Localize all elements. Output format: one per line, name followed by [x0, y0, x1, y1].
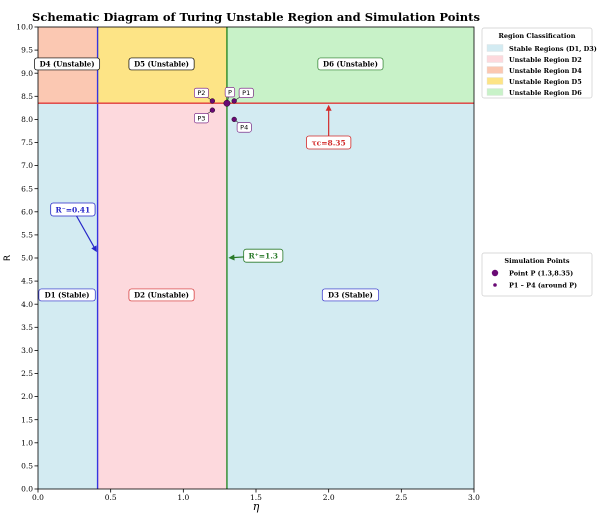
region-label: D1 (Stable)	[45, 291, 90, 300]
legend-entry-label: Unstable Region D5	[509, 78, 582, 86]
legends: Region Classification Stable Regions (D1,…	[481, 27, 597, 297]
y-tick-label: 4.0	[21, 300, 33, 309]
y-tick-label: 6.5	[21, 184, 33, 193]
annotation-label: R⁻=0.41	[56, 205, 91, 214]
y-axis-label: R	[3, 255, 13, 261]
x-tick-label: 1.5	[250, 493, 262, 502]
region-label: D6 (Unstable)	[323, 60, 378, 69]
legend-entry-label: Stable Regions (D1, D3)	[509, 45, 597, 53]
point-label-box	[194, 113, 209, 124]
point-label: P1	[242, 89, 250, 97]
y-tick-label: 6.0	[21, 207, 33, 216]
region-label-box	[128, 57, 195, 71]
y-tick-label: 9.0	[21, 69, 33, 78]
region-label: D3 (Stable)	[328, 291, 373, 300]
y-tick-label: 7.5	[21, 138, 33, 147]
point-label: P2	[197, 89, 205, 97]
region-label-box	[317, 57, 384, 71]
point-label-box	[194, 87, 209, 98]
y-tick-label: 8.0	[21, 115, 33, 124]
threshold-annotations: R⁻=0.41 R⁺=1.3 τc=8.35	[50, 104, 352, 263]
point-p2	[209, 98, 216, 104]
x-tick-label: 3.0	[468, 493, 480, 502]
annotation-box	[306, 135, 352, 150]
legend-regions-title: Region Classification	[499, 32, 576, 40]
annotation-arrowhead	[325, 104, 332, 111]
y-axis: 0.0 0.5 1.0 1.5 2.0 2.5 3.0 3.5 4.0 4.5 5.0 5.5 6.0 6…	[16, 23, 38, 494]
y-tick-label: 2.0	[21, 392, 33, 401]
region-labels: D1 (Stable) D2 (Unstable) D3 (Stable) D4 (U…	[34, 57, 384, 302]
x-axis-label: η	[253, 500, 260, 513]
legend-marker	[491, 269, 499, 277]
x-tick-label: 2.0	[323, 493, 335, 502]
y-tick-label: 5.5	[21, 231, 33, 240]
y-tick-label: 3.5	[21, 323, 33, 332]
legend-entry-label: Point P (1.3,8.35)	[509, 270, 573, 278]
legend-marker	[493, 283, 497, 287]
y-tick-label: 1.5	[21, 415, 33, 424]
x-tick-label: 1.0	[177, 493, 189, 502]
x-tick-label: 2.5	[395, 493, 407, 502]
region-label-box	[38, 288, 96, 302]
annotation-arrow	[76, 215, 96, 249]
y-tick-label: 5.0	[21, 254, 33, 263]
annotation-arrowhead	[228, 254, 235, 261]
point-p1	[231, 98, 237, 104]
y-tick-label: 9.5	[21, 46, 33, 55]
legend-swatch	[486, 44, 504, 52]
annotation-box	[243, 248, 284, 263]
legend-swatch	[486, 77, 504, 85]
y-tick-label: 4.5	[21, 277, 33, 286]
region-label-box	[128, 288, 195, 302]
y-tick-label: 0.5	[21, 462, 33, 471]
region-label: D4 (Unstable)	[40, 60, 95, 69]
point-label: P3	[197, 114, 205, 122]
simulation-points: P P1 P2 P3 P4	[194, 87, 254, 133]
legend-entry-label: Unstable Region D2	[509, 56, 582, 64]
point-label-box	[236, 122, 252, 133]
legend-regions-box	[481, 27, 593, 99]
x-tick-label: 0.5	[105, 493, 117, 502]
annotation-label: R⁺=1.3	[249, 252, 279, 261]
legend-swatch	[486, 66, 504, 74]
legend-swatch	[486, 88, 504, 96]
point-label-box	[224, 87, 236, 98]
y-tick-label: 0.0	[21, 485, 33, 494]
point-p3	[209, 107, 216, 113]
annotation-box	[50, 202, 96, 217]
y-tick-label: 3.0	[21, 346, 33, 355]
chart-title: Schematic Diagram of Turing Unstable Reg…	[32, 10, 480, 24]
point-label: P4	[240, 124, 248, 132]
x-tick-label: 0.0	[32, 493, 44, 502]
point-p4	[231, 116, 237, 123]
region-label: D2 (Unstable)	[134, 291, 189, 300]
legend-swatch	[486, 55, 504, 63]
y-tick-label: 1.0	[21, 438, 33, 447]
region-label-box	[321, 288, 380, 302]
legend-entry-label: P1 – P4 (around P)	[509, 282, 577, 290]
y-tick-label: 8.5	[21, 92, 33, 101]
point-p	[223, 99, 231, 107]
legend-entry-label: Unstable Region D6	[509, 89, 582, 97]
y-tick-label: 10.0	[16, 23, 33, 32]
region-label-box	[34, 57, 101, 71]
y-tick-label: 7.0	[21, 161, 33, 170]
legend-points-box	[481, 252, 593, 297]
legend-points-title: Simulation Points	[504, 257, 569, 265]
point-label: P	[228, 89, 232, 97]
annotation-label: τc=8.35	[312, 139, 346, 148]
region-label: D5 (Unstable)	[134, 60, 189, 69]
legend-entry-label: Unstable Region D4	[509, 67, 582, 75]
y-tick-label: 2.5	[21, 369, 33, 378]
annotation-arrowhead	[91, 245, 97, 253]
point-label-box	[238, 87, 254, 98]
x-axis: 0.0 0.5 1.0 1.5 2.0 2.5 3.0	[32, 489, 480, 502]
